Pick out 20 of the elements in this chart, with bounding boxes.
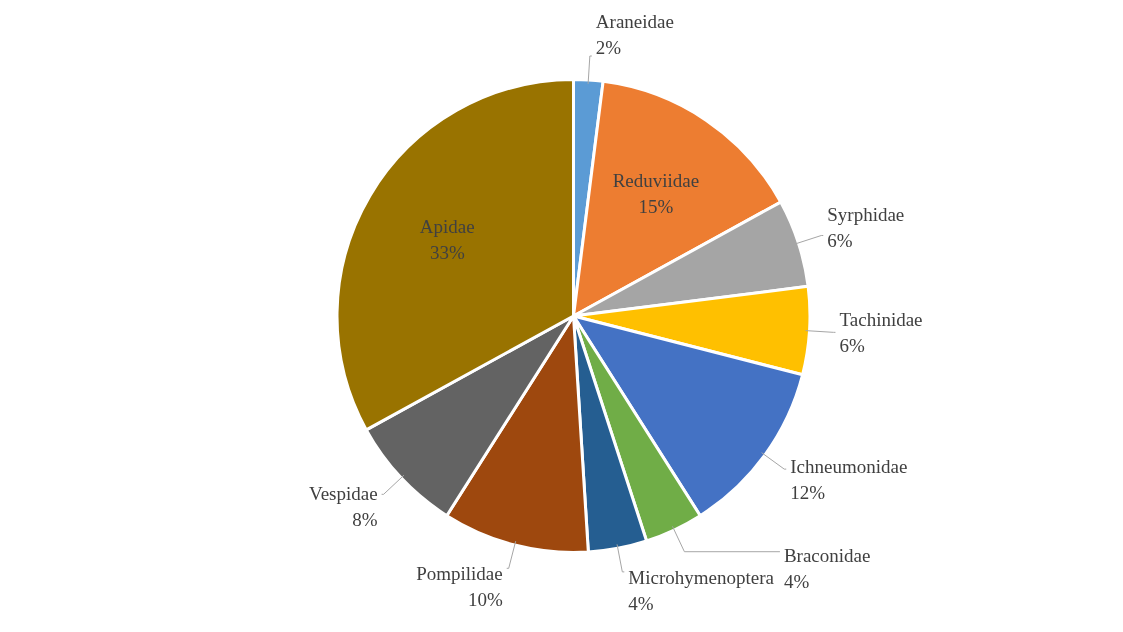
slice-label: Araneidae — [595, 11, 674, 33]
slice-label: Pompilidae — [416, 562, 503, 584]
data-label: 4% — [783, 570, 810, 592]
slice-label: Ichneumonidae — [790, 455, 908, 477]
slice-label: Apidae — [419, 216, 475, 238]
data-label: 2% — [595, 37, 622, 59]
data-label: 6% — [839, 334, 865, 356]
data-label: 8% — [352, 509, 378, 530]
slice-label: Syrphidae — [827, 204, 905, 226]
slice-label: Reduviidae — [612, 169, 700, 191]
data-label: 10% — [467, 588, 503, 610]
data-label: 33% — [429, 242, 465, 264]
data-label: 6% — [827, 230, 853, 252]
data-label: 12% — [790, 481, 826, 503]
slice-label: Vespidae — [309, 483, 378, 504]
slice-label: Microhymenoptera — [628, 566, 775, 588]
data-label: 4% — [628, 592, 654, 614]
data-label: 15% — [638, 195, 674, 217]
slice-label: Braconidae — [783, 544, 871, 566]
slice-label: Tachinidae — [839, 308, 923, 330]
